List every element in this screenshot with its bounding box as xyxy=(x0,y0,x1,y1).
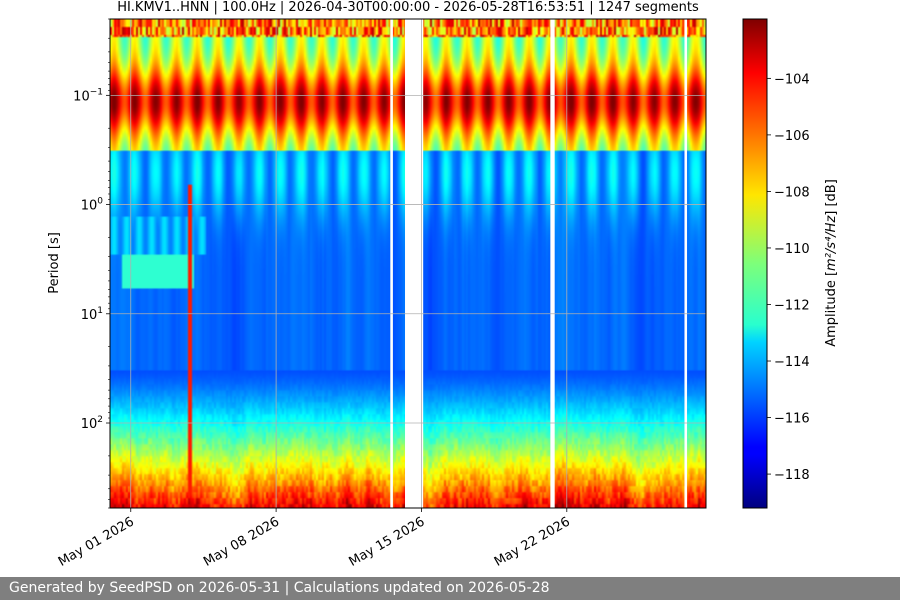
colorbar-gradient xyxy=(743,19,767,508)
colorbar-tick-label: −110 xyxy=(774,242,810,257)
data-gap xyxy=(405,19,424,508)
footer-bar: Generated by SeedPSD on 2026-05-31 | Cal… xyxy=(0,577,900,600)
y-tick-label: 101 xyxy=(81,306,103,323)
colorbar-label: Amplitude [m²/s⁴/Hz] [dB] xyxy=(824,179,839,347)
data-gap xyxy=(390,19,393,508)
y-axis-label: Period [s] xyxy=(47,232,62,294)
footer-text: Generated by SeedPSD on 2026-05-31 | Cal… xyxy=(9,580,550,596)
y-tick-label: 10−1 xyxy=(73,87,103,104)
colorbar-ticks: −104 −106 −108 −110 −112 −114 −116 −118 xyxy=(767,72,810,483)
plot-frame xyxy=(109,18,707,509)
data-gaps xyxy=(390,19,688,508)
colorbar: −104 −106 −108 −110 −112 −114 −116 −118 Amplitu… xyxy=(742,18,839,509)
data-gap xyxy=(550,19,555,508)
colorbar-tick-label: −108 xyxy=(774,185,810,200)
colorbar-tick-label: −104 xyxy=(774,72,810,87)
colorbar-frame xyxy=(742,18,768,509)
x-tick-label: May 01 2026 xyxy=(56,514,137,569)
colorbar-tick-label: −116 xyxy=(774,412,810,427)
plot-area xyxy=(109,18,707,509)
y-tick-label: 102 xyxy=(81,415,103,432)
colorbar-tick-label: −112 xyxy=(774,298,810,313)
y-axis: 10−1 100 101 102 xyxy=(73,18,110,509)
data-gap xyxy=(684,19,688,508)
colorbar-tick-label: −114 xyxy=(774,355,810,370)
colorbar-tick-label: −106 xyxy=(774,129,810,144)
grid-lines xyxy=(110,19,706,508)
x-tick-label: May 15 2026 xyxy=(347,514,428,569)
y-tick-label: 100 xyxy=(81,197,104,214)
x-axis: May 01 2026 May 08 2026 May 15 2026 May 22 … xyxy=(56,508,573,570)
x-tick-label: May 08 2026 xyxy=(201,514,282,569)
chart-title: HI.KMV1..HNN | 100.0Hz | 2026-04-30T00:0… xyxy=(117,0,699,15)
colorbar-tick-label: −118 xyxy=(774,468,810,483)
x-tick-label: May 22 2026 xyxy=(492,514,573,569)
